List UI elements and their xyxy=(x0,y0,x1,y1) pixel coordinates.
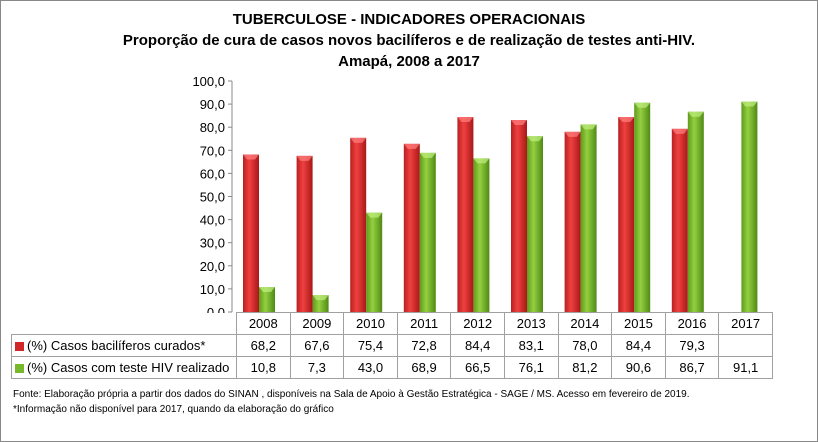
y-tick-label: 60,0 xyxy=(200,166,225,181)
data-cell: 43,0 xyxy=(343,356,398,379)
bar-cured-2012 xyxy=(457,117,474,312)
bar-bevel xyxy=(419,152,436,158)
bar-cured-2009 xyxy=(296,155,313,312)
bar-cured-2013 xyxy=(511,120,527,312)
data-cell: 76,1 xyxy=(503,356,559,379)
bar-bevel xyxy=(403,143,420,149)
data-cell: 79,3 xyxy=(664,334,720,357)
y-tick-label: 50,0 xyxy=(200,190,225,205)
bar-cured-2016 xyxy=(671,128,688,312)
data-cell: 67,6 xyxy=(289,334,345,357)
bar-bevel xyxy=(259,287,275,293)
bar-hiv-2015 xyxy=(634,102,651,313)
category-2010: 2010 xyxy=(343,312,398,335)
bar-hiv-2010 xyxy=(366,212,383,312)
bar-cured-2015 xyxy=(618,117,635,312)
bar-hiv-2017 xyxy=(741,101,758,313)
footnote: *Informação não disponível para 2017, qu… xyxy=(13,404,334,415)
data-cell: 68,9 xyxy=(396,356,452,379)
y-tick-label: 0,0 xyxy=(207,305,225,313)
data-cell: 7,3 xyxy=(289,356,345,379)
y-tick-label: 10,0 xyxy=(200,282,225,297)
table-corner xyxy=(12,313,237,335)
bar-cured-2011 xyxy=(403,143,420,312)
bar-bevel xyxy=(671,128,688,134)
data-cell: 84,4 xyxy=(450,334,505,357)
data-table: 2008 2009 2010 2011 2012 2013 2014 2015 2016 2017… xyxy=(11,312,773,379)
legend-label: (%) Casos com teste HIV realizado xyxy=(27,360,230,375)
bar-bevel xyxy=(350,137,367,143)
bar-hiv-2012 xyxy=(473,158,490,312)
data-cell: 78,0 xyxy=(557,334,613,357)
legend-key-green xyxy=(15,364,24,373)
bar-cured-2010 xyxy=(350,137,367,312)
category-2013: 2013 xyxy=(503,312,559,335)
bar-bevel xyxy=(473,158,490,164)
bar-bevel xyxy=(687,111,704,117)
data-cell: 91,1 xyxy=(718,356,773,379)
chart-subtitle-2: Amapá, 2008 a 2017 xyxy=(338,53,480,70)
data-cell: 75,4 xyxy=(343,334,398,357)
category-2016: 2016 xyxy=(664,312,720,335)
data-cell: 86,7 xyxy=(664,356,720,379)
data-cell: 90,6 xyxy=(611,356,666,379)
bar-bevel xyxy=(243,154,259,160)
bar-hiv-2011 xyxy=(419,152,436,312)
bar-bevel xyxy=(580,124,597,130)
y-tick-label: 90,0 xyxy=(200,97,225,112)
bar-chart: 0,0 10,0 20,0 30,0 40,0 50,0 60,0 70,0 80,0 90,0 1… xyxy=(192,74,758,313)
category-2008: 2008 xyxy=(236,312,291,335)
y-tick-label: 70,0 xyxy=(200,143,225,158)
bar-hiv-2008 xyxy=(259,287,275,312)
bar-cured-2014 xyxy=(564,131,581,312)
y-tick-label: 20,0 xyxy=(200,259,225,274)
category-2012: 2012 xyxy=(450,312,505,335)
data-cell xyxy=(718,334,773,357)
data-cell: 81,2 xyxy=(557,356,613,379)
chart-subtitle: Proporção de cura de casos novos bacilíf… xyxy=(122,32,696,49)
legend-key-red xyxy=(15,342,24,351)
bar-bevel xyxy=(511,120,527,126)
bar-bevel xyxy=(527,136,543,142)
bar-bevel xyxy=(634,102,651,108)
data-cell: 83,1 xyxy=(503,334,559,357)
bar-bevel xyxy=(457,117,474,123)
legend-series-hiv: (%) Casos com teste HIV realizado xyxy=(11,356,237,379)
chart-title: TUBERCULOSE - INDICADORES OPERACIONAIS xyxy=(232,11,586,28)
data-cell: 84,4 xyxy=(611,334,666,357)
data-cell: 66,5 xyxy=(450,356,505,379)
bar-bevel xyxy=(564,131,581,137)
y-tick-label: 40,0 xyxy=(200,213,225,228)
bar-cured-2008 xyxy=(243,154,259,312)
category-2015: 2015 xyxy=(611,312,666,335)
bar-bevel xyxy=(312,295,329,301)
bar-bevel xyxy=(618,117,635,123)
category-2017: 2017 xyxy=(718,312,773,335)
y-tick-label: 100,0 xyxy=(192,74,225,89)
category-2011: 2011 xyxy=(396,312,452,335)
bar-bevel xyxy=(296,155,313,161)
category-2009: 2009 xyxy=(289,312,345,335)
data-cell: 68,2 xyxy=(236,334,291,357)
source-note: Fonte: Elaboração própria a partir dos d… xyxy=(13,389,690,400)
bar-hiv-2016 xyxy=(687,111,704,313)
bar-hiv-2014 xyxy=(580,124,597,312)
legend-series-cured: (%) Casos bacilíferos curados* xyxy=(11,334,237,357)
bar-bevel xyxy=(366,212,383,218)
y-tick-label: 80,0 xyxy=(200,120,225,135)
legend-label: (%) Casos bacilíferos curados* xyxy=(27,338,206,353)
category-2014: 2014 xyxy=(557,312,613,335)
y-tick-label: 30,0 xyxy=(200,236,225,251)
data-cell: 72,8 xyxy=(396,334,452,357)
bar-hiv-2013 xyxy=(527,136,543,312)
data-cell: 10,8 xyxy=(236,356,291,379)
bar-bevel xyxy=(741,101,758,107)
